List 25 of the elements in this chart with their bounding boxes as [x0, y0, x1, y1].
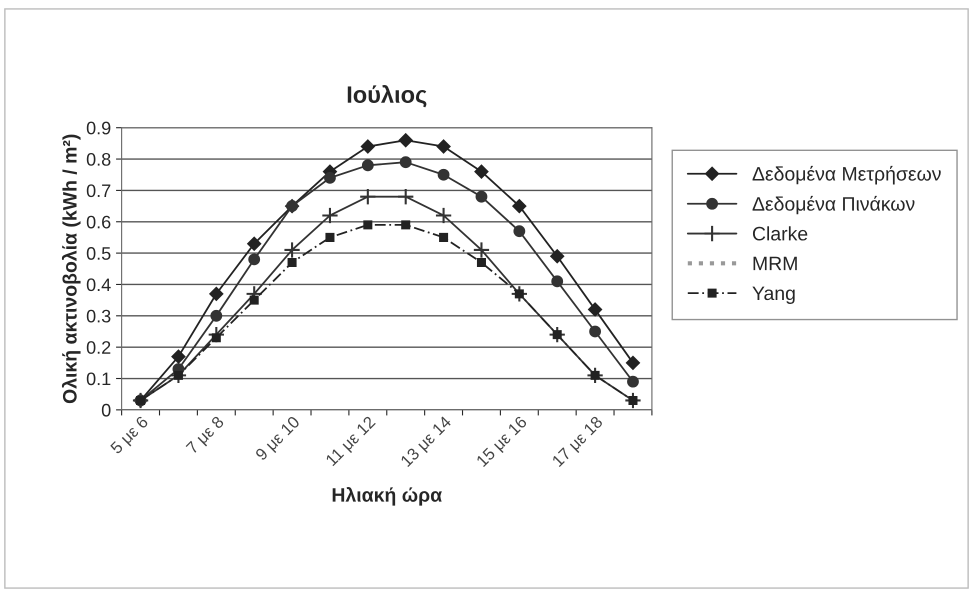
y-tick-label: 0.7 — [86, 184, 110, 198]
chart-title: Ιούλιος — [348, 84, 426, 108]
x-tick-label: 11 με 12 — [325, 415, 378, 468]
x-tick-label: 7 με 8 — [186, 415, 227, 456]
y-tick-label: 0.9 — [86, 122, 110, 134]
y-tick-label: 0 — [102, 404, 111, 417]
y-tick-label: 0.3 — [86, 310, 110, 323]
x-tick-label: 13 με 14 — [400, 415, 454, 470]
legend-label: Δεδομένα Μετρήσεων — [752, 166, 941, 185]
y-tick-label: 0.2 — [86, 341, 110, 354]
legend-label: Yang — [752, 286, 795, 304]
x-tick-label: 17 με 18 — [551, 415, 606, 470]
y-tick-label: 0.5 — [86, 247, 110, 260]
legend-label: Δεδομένα Πινάκων — [752, 196, 914, 214]
x-axis-title: Ηλιακή ώρα — [332, 487, 442, 506]
legend-label: MRM — [754, 256, 797, 270]
y-tick-label: 0.8 — [86, 152, 110, 166]
x-tick-label: 15 με 16 — [476, 415, 530, 470]
x-tick-label: 9 με 10 — [254, 415, 302, 464]
x-tick-label: 5 με 6 — [110, 415, 151, 457]
y-tick-label: 0.4 — [86, 278, 111, 292]
y-axis-title: Ολική ακτινοβολία (kWh / m²) — [62, 134, 81, 404]
y-tick-label: 0.1 — [86, 372, 110, 386]
y-tick-label: 0.6 — [86, 216, 110, 228]
legend-label: Clarke — [752, 226, 808, 241]
